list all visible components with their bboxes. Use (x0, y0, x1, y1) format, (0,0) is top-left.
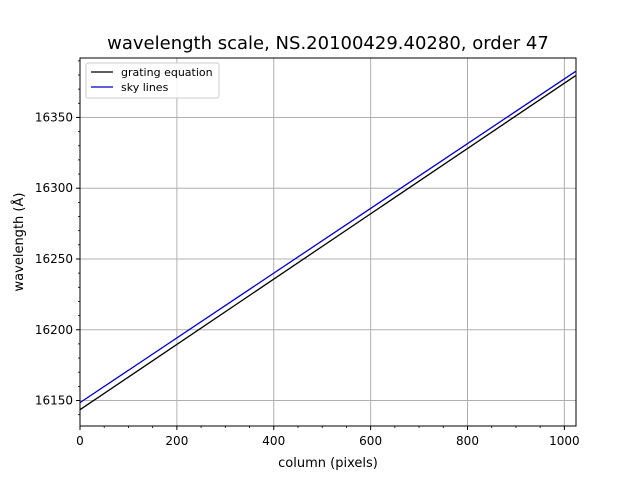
series-line-grating-equation (79, 75, 576, 411)
x-tick-label: 1000 (549, 434, 580, 448)
plot-frame (79, 57, 577, 427)
x-tick-label: 800 (456, 434, 479, 448)
x-tick-label: 600 (359, 434, 382, 448)
y-tick-label: 16250 (35, 252, 73, 266)
series-lines (79, 70, 576, 411)
grid (79, 58, 576, 426)
legend: grating equation sky lines (85, 62, 220, 99)
legend-label-grating-equation: grating equation (121, 66, 213, 79)
legend-box (85, 62, 220, 99)
y-tick-label: 16150 (35, 394, 73, 408)
chart-title: wavelength scale, NS.20100429.40280, ord… (107, 33, 549, 54)
y-tick-label: 16200 (35, 323, 73, 337)
axis-ticks: 0 200 400 600 800 1000 16150 16200 16250 16300 163… (35, 60, 580, 448)
x-tick-label: 200 (165, 434, 188, 448)
series-line-sky-lines (79, 70, 576, 404)
legend-label-sky-lines: sky lines (121, 81, 169, 94)
y-axis-label: wavelength (Å) (11, 193, 27, 292)
y-tick-label: 16300 (35, 181, 73, 195)
y-tick-label: 16350 (35, 110, 73, 124)
x-tick-label: 400 (262, 434, 285, 448)
x-tick-label: 0 (76, 434, 84, 448)
x-axis-label: column (pixels) (278, 456, 378, 471)
